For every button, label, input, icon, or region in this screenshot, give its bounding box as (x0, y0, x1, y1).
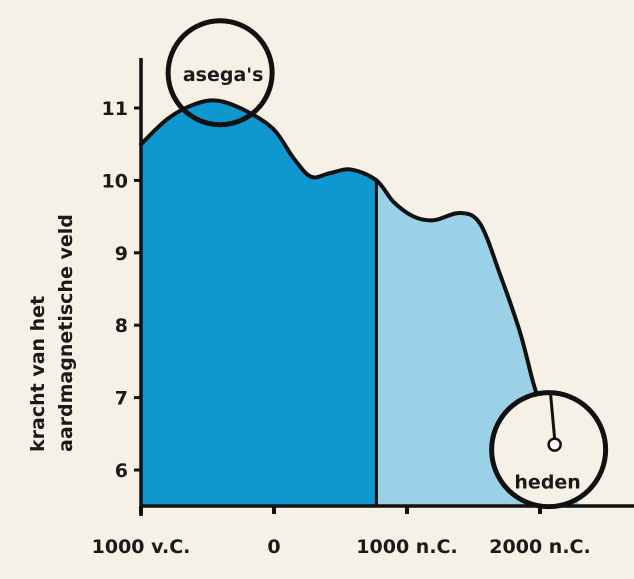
x-tick-label: 2000 n.C. (489, 536, 590, 558)
annotation-label-asegas: asega's (183, 64, 264, 86)
x-tick-label: 1000 n.C. (356, 536, 457, 558)
y-tick-label: 9 (115, 243, 128, 265)
x-tick-label: 1000 v.C. (92, 536, 191, 558)
y-tick-label: 10 (102, 170, 128, 192)
y-axis-label-line-1: kracht van het (27, 296, 49, 452)
x-tick-label: 0 (267, 536, 280, 558)
y-tick-label: 8 (115, 315, 128, 337)
annotation-label-heden: heden (514, 472, 580, 494)
y-tick-label: 6 (115, 460, 128, 482)
y-tick-label: 7 (115, 388, 128, 410)
y-axis-label-line-2: aardmagnetische veld (55, 214, 77, 452)
area-region-dark (141, 100, 377, 506)
series-line (139, 98, 557, 447)
annotation-circle-heden (489, 390, 609, 510)
annotation-circle-asegas (165, 18, 275, 128)
current-value-marker (547, 437, 562, 452)
series-line-end-segment (549, 394, 557, 439)
y-tick-label: 11 (102, 98, 128, 120)
